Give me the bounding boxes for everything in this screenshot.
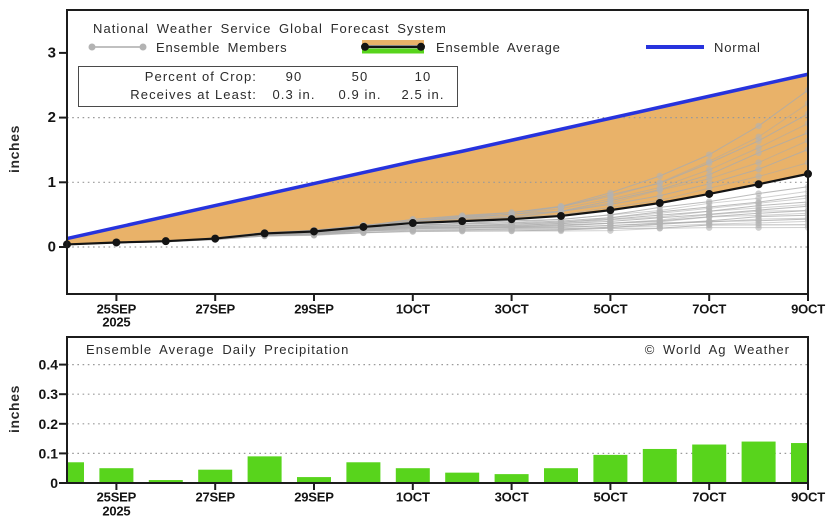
legend-label-ensemble-members: Ensemble Members (156, 40, 287, 55)
ensemble-member-dot (706, 167, 712, 173)
precip-bar (692, 445, 726, 483)
ensemble-average-dot (458, 217, 466, 225)
world-ag-weather-watermark: © World Ag Weather (645, 342, 790, 357)
top-y-axis-label: inches (6, 109, 22, 189)
legend-members-dot (140, 44, 147, 51)
legend-average-dot (361, 43, 369, 51)
top-x-tick-label: 3OCT (495, 302, 529, 317)
bottom-chart: 0 0.1 0.2 0.3 0.4 25SEP2025 27SEP 29SEP 1OCT 3OCT… (39, 337, 826, 519)
ensemble-member-dot (508, 209, 514, 215)
ensemble-member-dot (755, 190, 761, 196)
bottom-x-tick-label: 27SEP (195, 490, 235, 505)
info-row2-value-09: 0.9 in. (327, 86, 393, 104)
info-row1-value-50: 50 (327, 68, 393, 86)
top-x-tick-label: 27SEP (195, 302, 235, 317)
ensemble-member-dot (657, 179, 663, 185)
info-row2-value-25: 2.5 in. (393, 86, 453, 104)
ensemble-average-dot (755, 180, 763, 188)
bottom-y-axis-label: inches (6, 369, 22, 449)
bottom-y-tick-label: 0.1 (39, 445, 59, 461)
top-x-tick-label: 5OCT (593, 302, 627, 317)
precip-bar (396, 468, 430, 483)
precip-bar (346, 462, 380, 483)
ensemble-member-dot (755, 134, 761, 140)
legend-average-green-band (362, 49, 424, 54)
top-x-tick-label: 1OCT (396, 302, 430, 317)
precip-bar (544, 468, 578, 483)
bottom-chart-title: Ensemble Average Daily Precipitation (86, 342, 349, 357)
bottom-x-tick-label: 9OCT (791, 490, 825, 505)
top-y-tick-label: 1 (48, 174, 56, 191)
ensemble-member-dot (706, 158, 712, 164)
bottom-y-tick-label: 0.2 (39, 416, 59, 432)
ensemble-member-dot (755, 159, 761, 165)
precip-bar (742, 442, 776, 483)
top-y-tick-label: 3 (48, 44, 56, 61)
ensemble-member-dot (706, 151, 712, 157)
ensemble-member-dot (607, 190, 613, 196)
legend-members-dot (89, 44, 96, 51)
ensemble-member-dot (706, 198, 712, 204)
ensemble-average-dot (705, 190, 713, 198)
ensemble-average-dot (162, 237, 170, 245)
top-chart-title: National Weather Service Global Forecast… (93, 21, 447, 36)
ensemble-member-dot (657, 193, 663, 199)
legend-average-dot (417, 43, 425, 51)
ensemble-average-dot (606, 206, 614, 214)
precip-bar (248, 456, 282, 483)
top-x-tick-label: 29SEP (294, 302, 334, 317)
ensemble-average-dot (211, 235, 219, 243)
ensemble-member-dot (755, 173, 761, 179)
top-x-tick-label: 7OCT (692, 302, 726, 317)
precip-bar (643, 449, 677, 483)
info-row1-value-90: 90 (261, 68, 327, 86)
ensemble-average-dot (359, 223, 367, 231)
info-row2-value-03: 0.3 in. (261, 86, 327, 104)
ensemble-average-dot (557, 212, 565, 220)
bottom-y-tick-label: 0.3 (39, 386, 59, 402)
legend-average-orange-band (362, 40, 424, 45)
precip-bar (445, 473, 479, 483)
ensemble-average-dot (310, 227, 318, 235)
legend-label-normal: Normal (714, 40, 761, 55)
bottom-y-tick-label: 0.4 (39, 357, 59, 373)
precip-bar (593, 455, 627, 483)
ensemble-average-dot (261, 229, 269, 237)
ensemble-average-dot (508, 215, 516, 223)
ensemble-member-dot (755, 145, 761, 151)
ensemble-member-dot (657, 173, 663, 179)
forecast-chart-page: 012325SEP202527SEP29SEP1OCT3OCT5OCT7OCT9… (0, 0, 834, 526)
ensemble-average-dot (409, 219, 417, 227)
top-y-tick-label: 2 (48, 109, 56, 126)
percent-of-crop-info-box: Percent of Crop: 90 50 10 Receives at Le… (78, 66, 458, 107)
ensemble-average-dot (112, 238, 120, 246)
top-x-tick-label: 9OCT (791, 302, 825, 317)
bottom-y-tick-label: 0 (50, 475, 58, 491)
bottom-x-tick-label: 5OCT (593, 490, 627, 505)
bottom-x-tick-label: 1OCT (396, 490, 430, 505)
precip-bar (198, 470, 232, 483)
bottom-x-tick-label: 25SEP (97, 490, 137, 505)
ensemble-average-dot (656, 199, 664, 207)
bottom-x-tick-label: 7OCT (692, 490, 726, 505)
info-row1-label: Percent of Crop: (79, 68, 261, 86)
bottom-x-year-label: 2025 (102, 504, 130, 519)
ensemble-member-dot (755, 166, 761, 172)
legend-label-ensemble-average: Ensemble Average (436, 40, 561, 55)
top-x-year-label: 2025 (102, 315, 130, 330)
bottom-x-tick-label: 29SEP (294, 490, 334, 505)
info-row2-label: Receives at Least: (79, 86, 261, 104)
top-y-tick-label: 0 (48, 239, 56, 256)
precip-bar (495, 474, 529, 483)
ensemble-member-dot (755, 123, 761, 129)
top-chart: 012325SEP202527SEP29SEP1OCT3OCT5OCT7OCT9… (48, 10, 826, 330)
precip-bar (99, 468, 133, 483)
daily-precip-bars (50, 442, 825, 483)
info-row1-value-10: 10 (393, 68, 453, 86)
ensemble-member-dot (558, 203, 564, 209)
bottom-x-tick-label: 3OCT (495, 490, 529, 505)
